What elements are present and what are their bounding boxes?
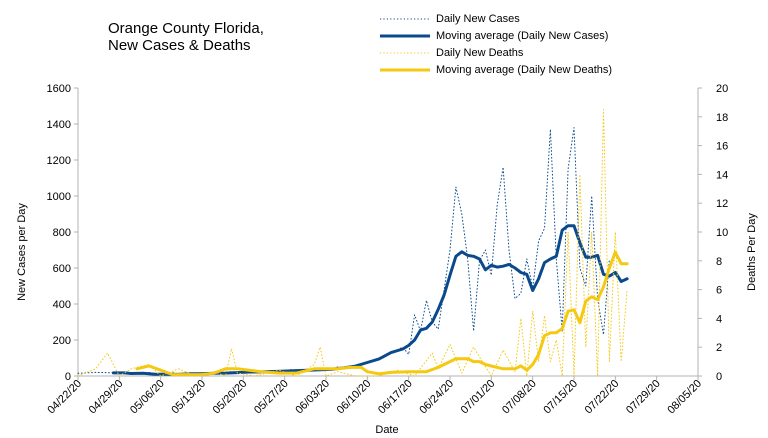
y-tick-label-right: 6 — [716, 285, 722, 297]
y-tick-label-right: 0 — [716, 371, 722, 383]
x-tick-label: 04/22/20 — [45, 378, 84, 417]
x-tick-label: 06/10/20 — [335, 378, 374, 417]
x-tick-label: 05/27/20 — [252, 378, 291, 417]
x-tick-label: 06/24/20 — [417, 378, 456, 417]
y-axis-title-left: New Cases per Day — [16, 203, 28, 301]
legend-label-daily-new-cases: Daily New Cases — [436, 13, 520, 25]
y-tick-label-left: 1400 — [47, 119, 71, 131]
x-tick-label: 05/20/20 — [211, 378, 250, 417]
y-tick-label-right: 4 — [716, 313, 722, 325]
x-tick-label: 06/17/20 — [376, 378, 415, 417]
series-line-daily-new-cases — [77, 127, 610, 376]
y-tick-label-right: 2 — [716, 342, 722, 354]
x-tick-label: 08/05/20 — [665, 378, 704, 417]
y-axis-title-right: Deaths Per Day — [746, 213, 758, 291]
y-tick-label-right: 18 — [716, 112, 728, 124]
y-tick-label-right: 20 — [716, 83, 728, 95]
chart-title-line-2: New Cases & Deaths — [108, 37, 251, 54]
y-tick-label-left: 1600 — [47, 83, 71, 95]
series-line-moving-average-daily-new-cases — [111, 224, 629, 376]
y-tick-label-left: 800 — [53, 227, 71, 239]
y-tick-label-right: 14 — [716, 169, 728, 181]
x-tick-label: 07/29/20 — [624, 378, 663, 417]
x-tick-label: 07/22/20 — [583, 378, 622, 417]
legend-label-moving-average-cases: Moving average (Daily New Cases) — [436, 30, 609, 42]
y-tick-label-left: 600 — [53, 263, 71, 275]
x-tick-label: 05/06/20 — [128, 378, 167, 417]
legend-swatch-daily-new-deaths — [380, 52, 430, 54]
x-tick-label: 05/13/20 — [169, 378, 208, 417]
series-layer — [77, 109, 629, 377]
chart-title-line-1: Orange County Florida, — [108, 20, 264, 37]
x-axis-title: Date — [375, 424, 398, 436]
x-tick-label: 07/01/20 — [459, 378, 498, 417]
x-tick-label: 07/08/20 — [500, 378, 539, 417]
y-tick-label-left: 0 — [65, 371, 71, 383]
y-tick-label-right: 12 — [716, 198, 728, 210]
y-tick-label-left: 1200 — [47, 155, 71, 167]
y-tick-label-right: 10 — [716, 227, 728, 239]
y-tick-label-left: 400 — [53, 299, 71, 311]
legend-swatch-daily-new-cases — [380, 18, 430, 20]
legend-swatch-moving-average-deaths — [380, 68, 430, 72]
series-line-moving-average-daily-new-deaths — [135, 250, 629, 377]
y-tick-label-right: 8 — [716, 256, 722, 268]
x-tick-label: 07/15/20 — [541, 378, 580, 417]
legend-swatch-moving-average-cases — [380, 34, 430, 38]
y-tick-label-right: 16 — [716, 141, 728, 153]
x-tick-label: 04/29/20 — [87, 378, 126, 417]
y-tick-label-left: 200 — [53, 335, 71, 347]
legend-label-moving-average-deaths: Moving average (Daily New Deaths) — [436, 64, 613, 76]
x-tick-label: 06/03/20 — [293, 378, 332, 417]
y-tick-label-left: 1000 — [47, 191, 71, 203]
legend-label-daily-new-deaths: Daily New Deaths — [436, 47, 524, 59]
